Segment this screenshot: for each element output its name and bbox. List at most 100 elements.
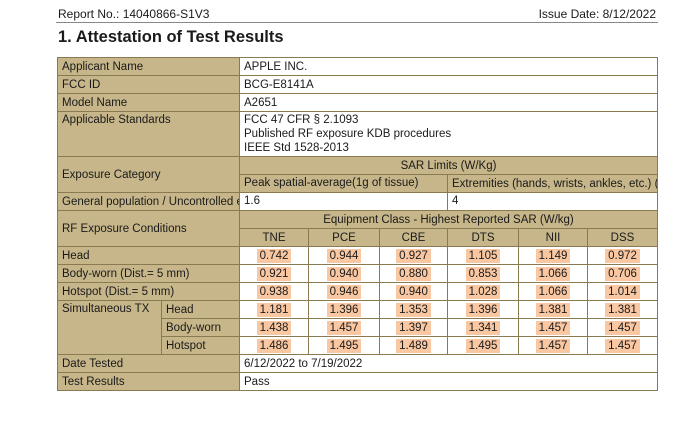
peak-spatial-label: Peak spatial-average(1g of tissue): [239, 174, 448, 193]
sar-value-cell: 1.489: [379, 336, 448, 355]
standards-row: Applicable Standards FCC 47 CFR § 2.1093…: [57, 111, 658, 157]
sar-row: Head 0.742 0.944 0.927 1.105 1.149 0.972: [57, 246, 658, 265]
peak-limit-value: 1.6: [239, 192, 448, 211]
sar-value-cell: 1.457: [518, 336, 588, 355]
issue-date: Issue Date: 8/12/2022: [538, 7, 656, 21]
sar-value-cell: 0.972: [587, 246, 658, 265]
test-results-label: Test Results: [57, 372, 240, 391]
sar-value-cell: 1.149: [518, 246, 588, 265]
sar-value-cell: 1.381: [587, 300, 658, 319]
sar-value: 1.457: [535, 338, 571, 353]
test-results-row: Test Results Pass: [57, 372, 658, 391]
sar-value: 1.495: [326, 338, 362, 353]
sar-value-cell: 0.938: [239, 282, 309, 301]
exposure-category-label: Exposure Category: [57, 156, 240, 193]
simultaneous-tx-label: Simultaneous TX: [57, 300, 162, 355]
sar-value-cell: 1.353: [379, 300, 448, 319]
fcc-id-row: FCC ID BCG-E8141A: [57, 75, 658, 94]
date-tested-label: Date Tested: [57, 354, 240, 373]
standards-value: FCC 47 CFR § 2.1093 Published RF exposur…: [239, 111, 658, 157]
population-label: General population / Uncontrolled exposu…: [57, 192, 240, 211]
sar-value: 0.946: [326, 284, 362, 299]
sar-value-cell: 0.927: [379, 246, 448, 265]
standard-line: IEEE Std 1528-2013: [244, 142, 349, 154]
equipment-class-header: Equipment Class - Highest Reported SAR (…: [239, 210, 658, 229]
sar-value: 0.742: [256, 248, 292, 263]
sar-value-cell: 1.066: [518, 264, 588, 283]
simultaneous-row: Simultaneous TX Head 1.181 1.396 1.353 1.396 1…: [57, 300, 658, 355]
simultaneous-row-label: Head: [161, 300, 240, 319]
sar-value: 0.921: [256, 266, 292, 281]
applicant-label: Applicant Name: [57, 57, 240, 76]
sar-value: 0.940: [326, 266, 362, 281]
extremities-label: Extremities (hands, wrists, ankles, etc.…: [447, 174, 658, 193]
test-results-value: Pass: [239, 372, 658, 391]
sar-value-cell: 1.181: [239, 300, 309, 319]
sar-value-cell: 1.397: [379, 318, 448, 337]
sar-value-cell: 0.921: [239, 264, 309, 283]
sar-row-label: Hotspot (Dist.= 5 mm): [57, 282, 240, 301]
sar-value: 1.341: [465, 320, 501, 335]
col-nii: NII: [518, 228, 588, 247]
date-tested-value: 6/12/2022 to 7/19/2022: [239, 354, 658, 373]
sar-value: 1.066: [535, 266, 571, 281]
sar-value-cell: 1.105: [447, 246, 519, 265]
standard-line: Published RF exposure KDB procedures: [244, 128, 452, 140]
simultaneous-row-label: Body-worn: [161, 318, 240, 337]
sar-value: 1.066: [535, 284, 571, 299]
model-row: Model Name A2651: [57, 93, 658, 112]
fcc-id-value: BCG-E8141A: [239, 75, 658, 94]
sar-row-label: Head: [57, 246, 240, 265]
sar-value: 0.927: [396, 248, 431, 263]
sar-value-cell: 0.944: [308, 246, 380, 265]
model-value: A2651: [239, 93, 658, 112]
sar-value-cell: 1.438: [239, 318, 309, 337]
sar-value-cell: 0.742: [239, 246, 309, 265]
sar-value: 1.438: [256, 320, 292, 335]
sar-value: 0.940: [396, 284, 431, 299]
sar-value: 0.938: [256, 284, 292, 299]
sar-value: 0.972: [605, 248, 640, 263]
sar-limits-subheader-row: Peak spatial-average(1g of tissue) Extre…: [58, 174, 658, 193]
sar-value-cell: 0.880: [379, 264, 448, 283]
page-header: Report No.: 14040866-S1V3 Issue Date: 8/…: [56, 6, 658, 23]
sar-value-cell: 0.940: [308, 264, 380, 283]
extremities-limit-value: 4: [447, 192, 658, 211]
sar-value-cell: 1.381: [518, 300, 588, 319]
sar-value: 1.457: [605, 338, 640, 353]
sar-row-label: Body-worn (Dist.= 5 mm): [57, 264, 240, 283]
sar-value: 0.853: [465, 266, 501, 281]
sar-value-cell: 0.940: [379, 282, 448, 301]
sar-value: 1.105: [465, 248, 501, 263]
col-dts: DTS: [447, 228, 519, 247]
sar-value-cell: 1.457: [587, 336, 658, 355]
rf-conditions-label: RF Exposure Conditions: [57, 210, 240, 247]
col-tne: TNE: [239, 228, 309, 247]
sar-value-cell: 1.495: [308, 336, 380, 355]
sar-value-cell: 1.028: [447, 282, 519, 301]
applicant-value: APPLE INC.: [239, 57, 658, 76]
col-cbe: CBE: [379, 228, 448, 247]
sar-value: 1.014: [605, 284, 640, 299]
sar-value-cell: 1.396: [447, 300, 519, 319]
sar-value: 1.457: [605, 320, 640, 335]
sar-row: Body-worn (Dist.= 5 mm) 0.921 0.940 0.880 0.…: [57, 264, 658, 283]
population-row: General population / Uncontrolled exposu…: [57, 192, 658, 211]
sar-limits-header-row: Exposure Category SAR Limits (W/Kg): [57, 156, 658, 193]
standards-label: Applicable Standards: [57, 111, 240, 157]
sar-value: 0.944: [326, 248, 362, 263]
sar-value: 1.396: [326, 302, 362, 317]
attestation-table: Applicant Name APPLE INC. FCC ID BCG-E81…: [57, 57, 658, 391]
col-dss: DSS: [587, 228, 658, 247]
sar-value-cell: 1.066: [518, 282, 588, 301]
sar-value-cell: 1.495: [447, 336, 519, 355]
sar-value-cell: 0.706: [587, 264, 658, 283]
sar-value-cell: 1.457: [308, 318, 380, 337]
sar-value-cell: 1.396: [308, 300, 380, 319]
sar-value: 0.706: [605, 266, 640, 281]
sar-value: 1.495: [465, 338, 501, 353]
col-pce: PCE: [308, 228, 380, 247]
section-title: 1. Attestation of Test Results: [58, 28, 284, 46]
sar-value: 0.880: [396, 266, 431, 281]
sar-value-cell: 0.853: [447, 264, 519, 283]
